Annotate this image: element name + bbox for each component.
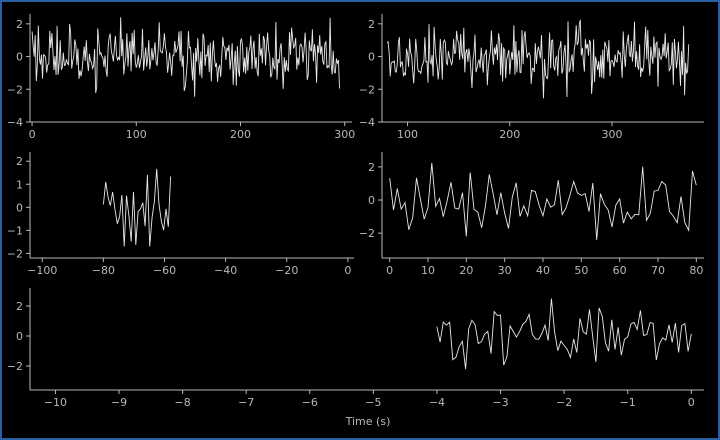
x-tick-label: 0 <box>386 264 393 277</box>
x-tick-label: −5 <box>365 396 381 409</box>
x-tick-label: 200 <box>230 128 251 141</box>
x-tick-label: 300 <box>602 128 623 141</box>
x-tick-label: −9 <box>111 396 127 409</box>
chart-middle-left: −2 −1 0 1 2 −100 −80 −60 −40 −20 0 <box>7 152 354 277</box>
x-tick-label: −3 <box>492 396 508 409</box>
x-tick-label: −7 <box>238 396 254 409</box>
x-tick-label: −4 <box>429 396 445 409</box>
x-tick-label: −10 <box>44 396 67 409</box>
x-tick-label: −100 <box>27 264 57 277</box>
chart-top-left: −4 −2 0 2 0 100 200 300 <box>7 14 355 141</box>
y-tick-label: 0 <box>16 51 23 64</box>
x-tick-label: 80 <box>689 264 703 277</box>
chart-top-right: −4 −2 0 2 100 200 300 <box>359 14 704 141</box>
signal-trace <box>31 17 340 97</box>
y-tick-label: 2 <box>16 155 23 168</box>
x-tick-label: 20 <box>459 264 473 277</box>
y-tick-label: 2 <box>16 18 23 31</box>
x-tick-label: −40 <box>214 264 237 277</box>
x-tick-label: 30 <box>498 264 512 277</box>
x-tick-label: −80 <box>92 264 115 277</box>
x-tick-label: 60 <box>613 264 627 277</box>
y-tick-label: 0 <box>16 330 23 343</box>
x-tick-label: −6 <box>302 396 318 409</box>
x-tick-label: 300 <box>334 128 355 141</box>
x-tick-label: −1 <box>620 396 636 409</box>
signal-trace <box>389 162 697 240</box>
y-tick-label: −2 <box>7 83 23 96</box>
x-tick-label: 10 <box>421 264 435 277</box>
x-tick-label: 50 <box>574 264 588 277</box>
y-tick-label: 0 <box>368 194 375 207</box>
x-tick-label: 70 <box>651 264 665 277</box>
signal-trace <box>102 168 172 247</box>
y-tick-label: −2 <box>7 247 23 260</box>
y-tick-label: 2 <box>368 161 375 174</box>
x-axis-title: Time (s) <box>345 415 391 428</box>
y-tick-label: 2 <box>368 18 375 31</box>
x-tick-label: 200 <box>499 128 520 141</box>
y-tick-label: 1 <box>16 178 23 191</box>
y-tick-label: 0 <box>368 51 375 64</box>
x-tick-label: 100 <box>397 128 418 141</box>
y-tick-label: −4 <box>7 116 23 129</box>
x-tick-label: 0 <box>688 396 695 409</box>
y-tick-label: 0 <box>16 201 23 214</box>
y-tick-label: −4 <box>359 116 375 129</box>
x-tick-label: −20 <box>275 264 298 277</box>
y-tick-label: −2 <box>359 227 375 240</box>
signal-trace <box>436 298 692 370</box>
x-tick-label: 100 <box>126 128 147 141</box>
y-tick-label: 2 <box>16 300 23 313</box>
x-tick-label: 0 <box>344 264 351 277</box>
x-tick-label: 40 <box>536 264 550 277</box>
y-tick-label: −1 <box>7 224 23 237</box>
y-tick-label: −2 <box>7 360 23 373</box>
signal-trace <box>386 19 690 99</box>
chart-bottom: −202−10 −9 −8 −7 −6 −5 −4 −3 −2 −1 0 <box>7 288 704 409</box>
y-tick-label: −2 <box>359 83 375 96</box>
x-tick-label: −8 <box>174 396 190 409</box>
x-tick-label: −2 <box>556 396 572 409</box>
x-tick-label: −60 <box>153 264 176 277</box>
x-tick-label: 0 <box>29 128 36 141</box>
